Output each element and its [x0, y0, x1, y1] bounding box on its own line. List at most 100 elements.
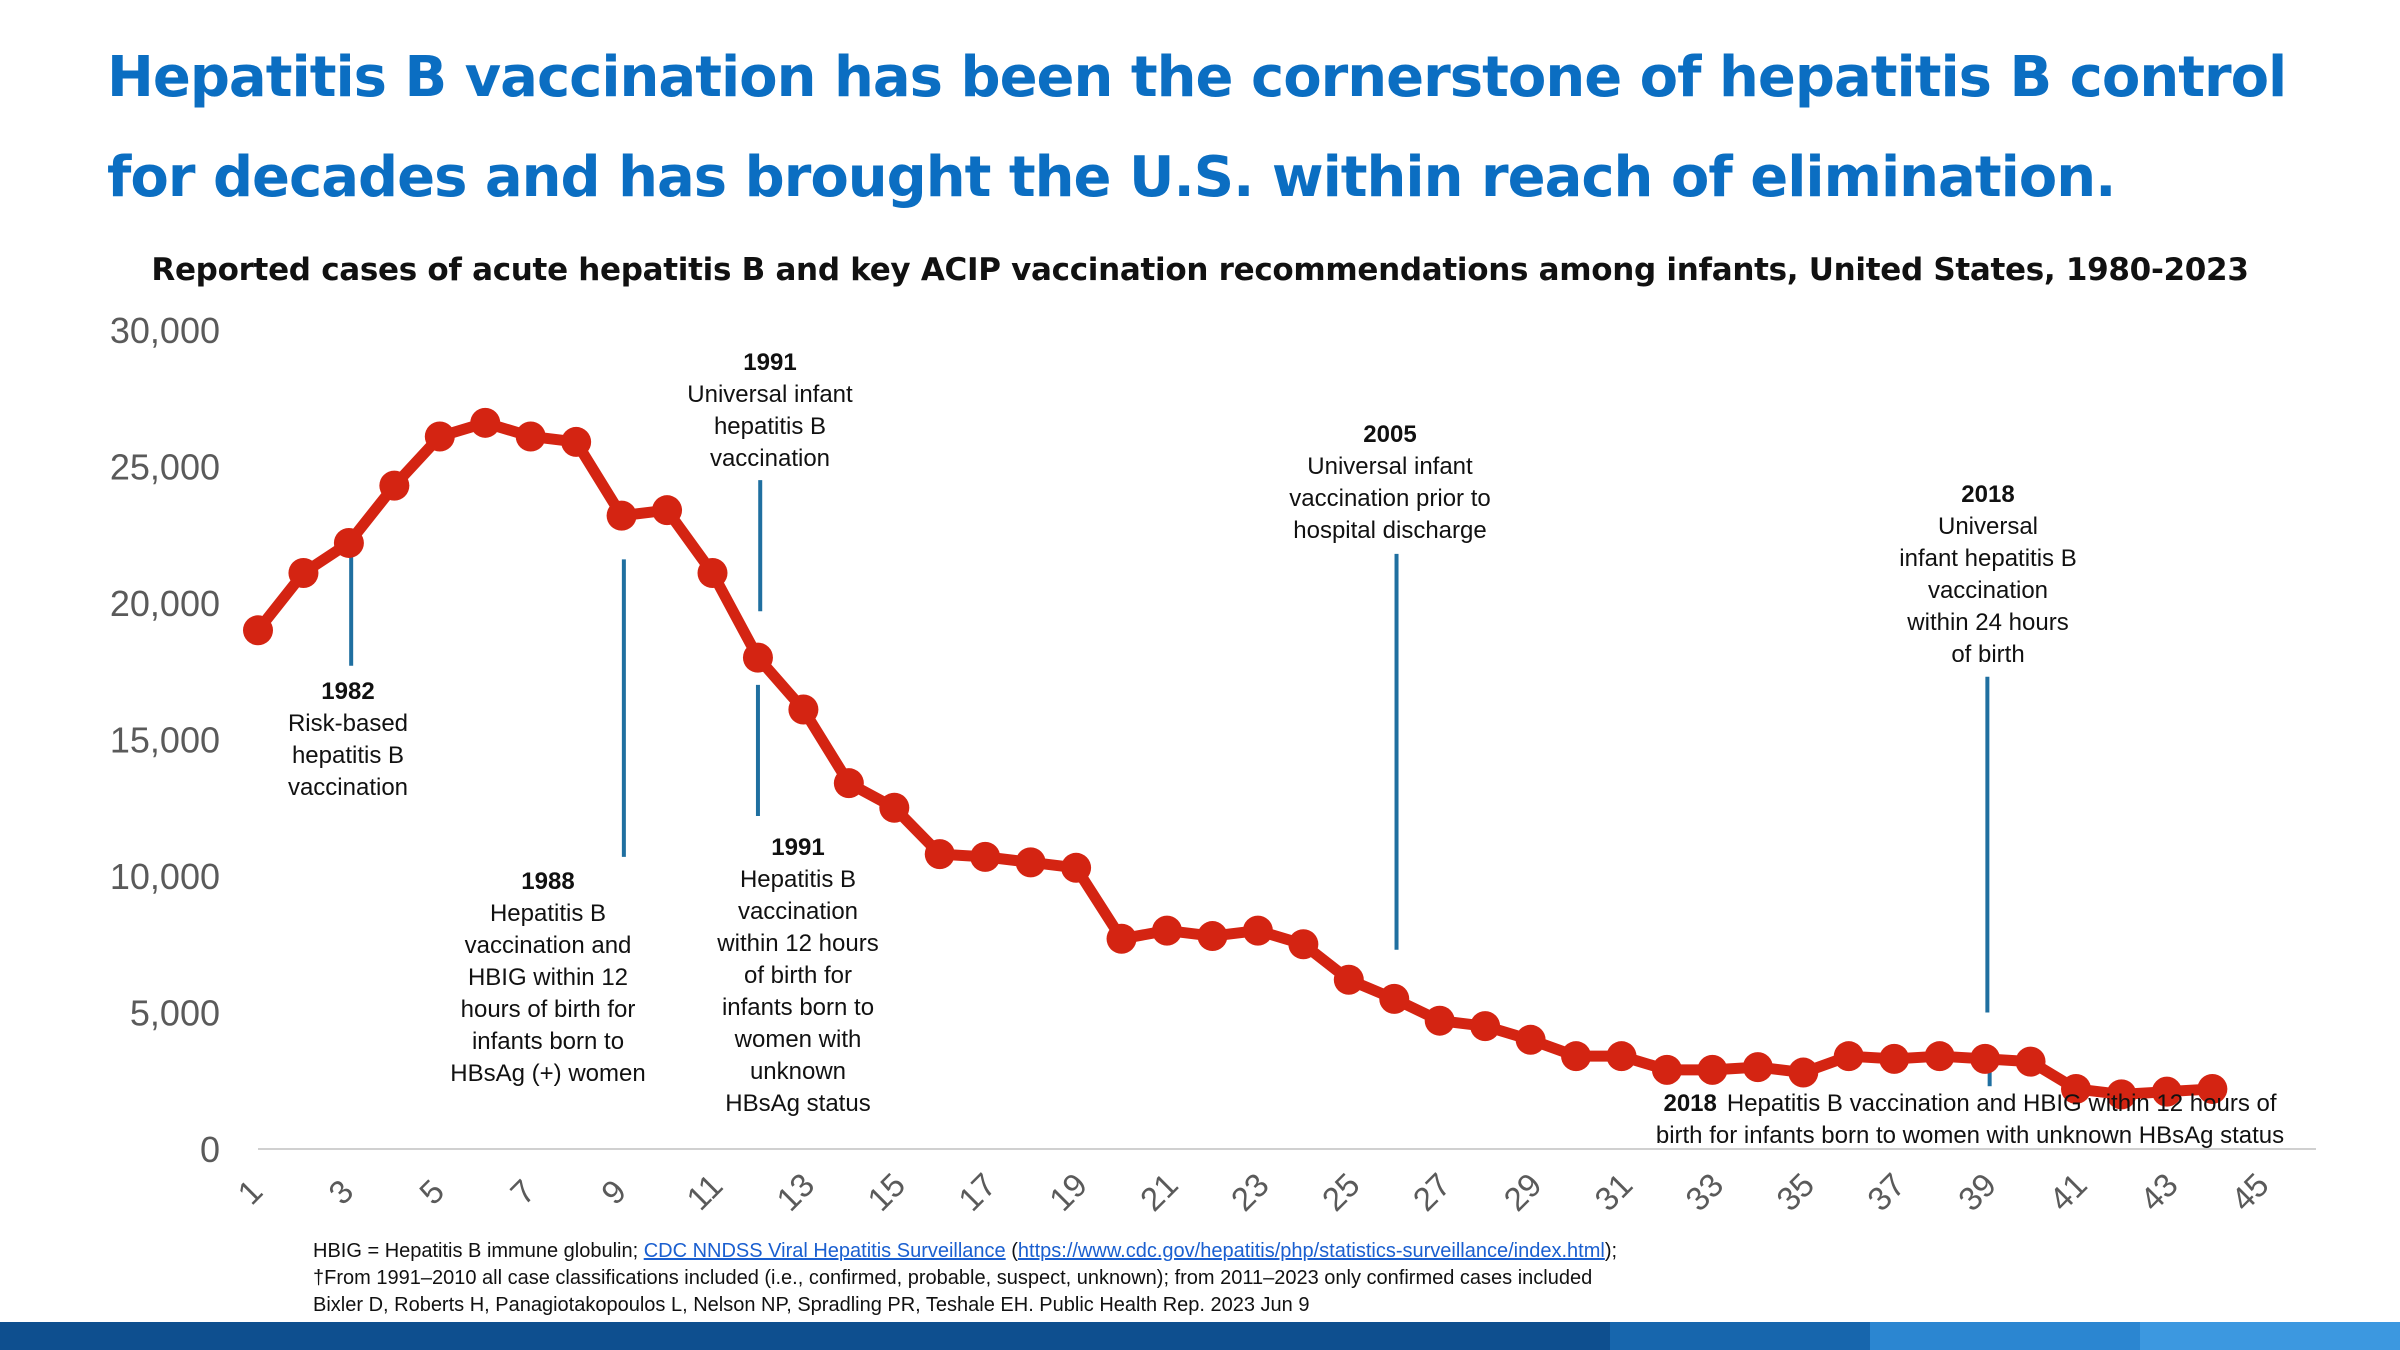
y-tick-label: 10,000: [110, 856, 220, 897]
x-tick-label: 29: [1496, 1166, 1548, 1218]
data-point: [1697, 1054, 1728, 1085]
x-tick-label: 1: [230, 1172, 269, 1211]
x-tick-label: 31: [1587, 1166, 1639, 1218]
x-tick-label: 5: [412, 1172, 451, 1211]
annotation-year: 1991: [771, 834, 825, 861]
annotation-line: infant hepatitis B: [1899, 545, 2077, 572]
annotation-year: 1991: [743, 349, 797, 376]
bottom-decorative-band: [0, 1322, 2400, 1350]
series-layer: [243, 407, 2228, 1110]
cdc-surveillance-url-link[interactable]: https://www.cdc.gov/hepatitis/php/statis…: [1017, 1240, 1605, 1262]
annotation-line: vaccination prior to: [1289, 485, 1491, 512]
data-point: [2197, 1073, 2228, 1104]
annotation-line: Universal infant: [1307, 453, 1473, 480]
data-point: [1833, 1041, 1864, 1072]
data-point: [1015, 847, 1046, 878]
annotation-line: hepatitis B: [291, 742, 405, 769]
annotation-year: 2018: [1663, 1090, 1717, 1117]
slide-title-line-1: Hepatitis B vaccination has been the cor…: [107, 45, 2287, 110]
annotation-line: hours of birth for: [460, 996, 636, 1023]
cdc-nndss-link[interactable]: CDC NNDSS Viral Hepatitis Surveillance: [643, 1240, 1006, 1262]
data-point: [333, 527, 364, 558]
x-tick-label: 13: [769, 1166, 821, 1218]
data-point: [924, 839, 955, 870]
annotation-1982-risk-based: 1982 Risk-based hepatitis B vaccination: [258, 676, 438, 804]
data-point: [424, 421, 455, 452]
data-point: [2106, 1079, 2137, 1110]
data-point: [561, 426, 592, 457]
annotation-line: infants born to: [471, 1028, 625, 1055]
footnote-case-classification: †From 1991–2010 all case classifications…: [313, 1267, 1593, 1289]
annotation-2018-within-24-hours: 2018 Universal infant hepatitis B vaccin…: [1878, 479, 2098, 671]
x-tick-label: 25: [1315, 1166, 1367, 1218]
annotation-line: Universal infant: [687, 381, 853, 408]
data-point: [470, 407, 501, 438]
x-tick-label: 7: [503, 1172, 542, 1211]
data-point: [1970, 1043, 2001, 1074]
annotation-line: HBsAg (+) women: [450, 1060, 646, 1087]
annotation-line: infants born to: [721, 994, 875, 1021]
x-tick-label: 23: [1224, 1166, 1276, 1218]
data-point: [2061, 1073, 2091, 1104]
annotation-year: 1982: [321, 678, 375, 705]
data-point: [1333, 964, 1364, 995]
data-point: [1788, 1057, 1819, 1088]
annotation-line: Universal: [1937, 513, 2039, 540]
y-tick-label: 25,000: [110, 447, 220, 488]
annotation-line: HBIG within 12: [467, 964, 629, 991]
data-point: [606, 500, 637, 531]
slide-title-line-2: for decades and has brought the U.S. wit…: [107, 145, 2116, 210]
data-point: [515, 421, 546, 452]
data-point: [1515, 1024, 1546, 1055]
slide-title: Hepatitis B vaccination has been the cor…: [107, 28, 2357, 228]
annotation-line: vaccination: [1927, 577, 2049, 604]
data-point: [1424, 1005, 1455, 1036]
y-tick-label: 15,000: [110, 720, 220, 761]
data-point: [1879, 1043, 1910, 1074]
data-point: [697, 557, 728, 588]
x-tick-label: 41: [2042, 1166, 2094, 1218]
annotation-year: 1988: [521, 868, 575, 895]
x-tick-label: 19: [1042, 1166, 1094, 1218]
annotation-lines: [349, 480, 1992, 1087]
annotation-line: vaccination and: [464, 932, 632, 959]
annotation-line: Hepatitis B: [489, 900, 607, 927]
x-tick-label: 35: [1769, 1166, 1821, 1218]
data-point: [1197, 921, 1228, 952]
annotation-1991-unknown-status: 1991 Hepatitis B vaccination within 12 h…: [688, 832, 908, 1120]
x-tick-label: 9: [594, 1172, 633, 1211]
data-point: [1742, 1052, 1773, 1083]
data-point: [2015, 1046, 2046, 1077]
footnote-sources: HBIG = Hepatitis B immune globulin; CDC …: [313, 1240, 1618, 1262]
annotation-line: of birth for: [743, 962, 853, 989]
y-tick-label: 5,000: [130, 993, 220, 1034]
x-tick-label: 17: [951, 1166, 1003, 1218]
data-point: [788, 694, 819, 725]
data-point: [879, 792, 910, 823]
annotation-2018-hbig-unknown-status: 2018 Hepatitis B vaccination and HBIG wit…: [1610, 1088, 2330, 1152]
annotation-line: within 12 hours: [717, 930, 879, 957]
annotation-line: of birth: [1951, 641, 2025, 668]
data-point: [1242, 915, 1273, 946]
band-segment: [2140, 1322, 2400, 1350]
data-point: [1470, 1011, 1501, 1042]
x-tick-label: 33: [1678, 1166, 1730, 1218]
data-point: [1924, 1041, 1955, 1072]
annotation-line: within 24 hours: [1907, 609, 2069, 636]
annotation-line: hospital discharge: [1293, 517, 1487, 544]
annotation-year: 2018: [1961, 481, 2015, 508]
annotation-line: Risk-based: [287, 710, 409, 737]
chart-title: Reported cases of acute hepatitis B and …: [151, 252, 2249, 288]
data-point: [970, 841, 1001, 872]
band-segment: [0, 1322, 1610, 1350]
band-segment: [1870, 1322, 2140, 1350]
x-tick-label: 43: [2133, 1166, 2185, 1218]
y-tick-label: 0: [200, 1129, 220, 1170]
data-point: [1288, 929, 1319, 960]
annotation-line: women with: [734, 1026, 862, 1053]
x-tick-label: 3: [321, 1172, 360, 1211]
annotation-line: vaccination: [737, 898, 859, 925]
x-tick-label: 27: [1406, 1166, 1458, 1218]
annotation-line: Hepatitis B vaccination and HBIG within …: [1726, 1090, 2277, 1117]
